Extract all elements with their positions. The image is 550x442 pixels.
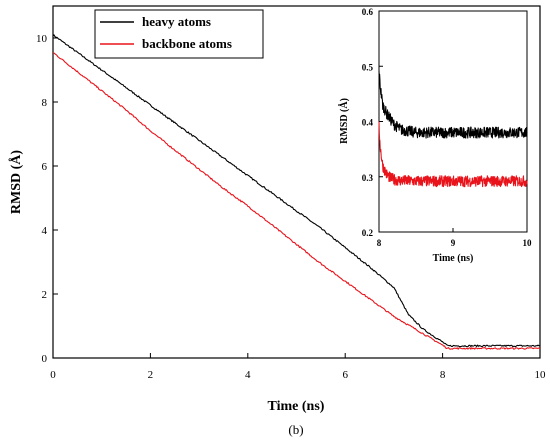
inset-y-axis-title: RMSD (Å) (338, 98, 350, 144)
figure-caption: (b) (288, 422, 303, 437)
main-y-axis-title: RMSD (Å) (8, 150, 24, 214)
main-axis-ticks: 0 2 4 6 8 10 0 2 4 6 8 10 (36, 33, 546, 381)
main-y-tick-label: 6 (42, 161, 48, 173)
main-y-tick-label: 8 (42, 97, 48, 109)
inset-series-group (378, 70, 528, 188)
main-y-tick-label: 10 (36, 33, 48, 45)
main-y-tick-label: 2 (42, 289, 48, 301)
main-series-line-backbone-atoms (52, 52, 541, 350)
inset-y-tick-label: 0.2 (362, 228, 374, 238)
inset-y-tick-label: 0.3 (362, 173, 374, 183)
main-x-tick-label: 10 (535, 369, 547, 381)
legend-box (94, 9, 264, 59)
legend: heavy atoms backbone atoms (94, 9, 264, 59)
inset-x-tick-label: 9 (451, 238, 456, 248)
main-plot-frame (52, 5, 541, 359)
main-x-tick-label: 0 (50, 369, 56, 381)
inset-y-tick-label: 0.6 (362, 7, 374, 17)
main-x-tick-label: 6 (342, 369, 348, 381)
main-series-line-heavy-atoms (52, 34, 541, 348)
legend-label-heavy: heavy atoms (142, 14, 211, 29)
main-y-tick-label: 0 (42, 353, 48, 365)
main-x-tick-label: 4 (245, 369, 251, 381)
inset-x-axis-title: Time (ns) (433, 253, 474, 264)
main-x-tick-label: 2 (148, 369, 154, 381)
inset-y-tick-label: 0.5 (362, 62, 374, 72)
main-x-tick-label: 8 (440, 369, 446, 381)
legend-label-backbone: backbone atoms (142, 36, 232, 51)
inset-plot-frame (378, 10, 528, 233)
inset-series-line-1 (378, 121, 528, 188)
main-x-axis-title: Time (ns) (268, 399, 325, 414)
main-series-group (52, 34, 541, 350)
inset-x-tick-label: 8 (377, 238, 382, 248)
inset-series-line-0 (378, 70, 528, 139)
main-y-tick-label: 4 (42, 225, 48, 237)
inset-x-tick-label: 10 (523, 238, 533, 248)
inset-y-tick-label: 0.4 (362, 118, 374, 128)
inset-axis-ticks: 8 9 10 0.2 0.3 0.4 0.5 0.6 (362, 7, 532, 248)
